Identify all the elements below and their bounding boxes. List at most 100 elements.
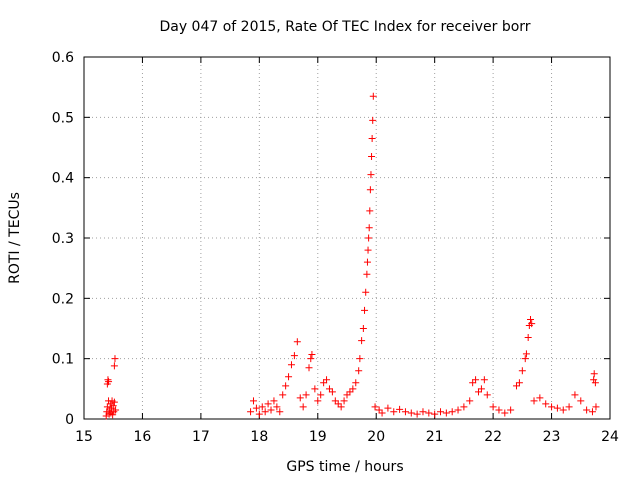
chart-title: Day 047 of 2015, Rate Of TEC Index for r… [159,19,530,35]
data-point [365,234,373,242]
data-point [110,408,118,416]
data-point [302,391,310,399]
data-point [448,408,456,416]
data-point [368,153,376,161]
y-tick-label: 0.2 [52,291,74,307]
data-point [106,406,114,414]
data-point [346,388,354,396]
data-point [325,385,333,393]
data-point [331,397,339,405]
data-point [483,391,491,399]
data-point [530,397,538,405]
y-tick-label: 0 [65,412,74,428]
x-tick-label: 16 [134,429,152,445]
axis-ticks: 15 16 17 18 19 20 21 22 23 24 0 0.1 0.2 0.3 0.4 0.5 0.6 [52,50,619,445]
data-point [107,409,115,417]
data-point [553,404,561,412]
data-point [110,398,118,406]
data-point [475,388,482,396]
data-point [413,410,421,418]
data-point [314,397,322,405]
y-axis-label: ROTI / TECUs [7,192,23,284]
y-tick-label: 0.3 [52,231,74,247]
data-point [396,405,404,413]
data-point [524,334,532,342]
data-point [279,391,287,399]
data-point [356,355,364,363]
data-point [518,367,526,375]
data-point [454,406,462,414]
data-point [367,171,375,179]
x-tick-label: 15 [75,429,93,445]
data-point [359,325,367,332]
data-point [311,385,319,393]
data-point [390,408,398,416]
data-point [305,364,313,372]
data-point [334,400,342,408]
data-point [378,409,386,417]
data-point [285,373,293,381]
data-point [261,408,269,416]
data-point [419,408,427,416]
plot-frame [83,56,611,420]
data-point [542,400,550,408]
data-point [328,388,336,396]
data-point [384,404,392,412]
data-point [371,403,379,411]
data-point [105,410,113,418]
data-point [102,412,110,420]
data-point [112,406,120,414]
data-point [270,397,278,405]
data-point [466,397,474,405]
data-point [369,92,377,100]
data-point [308,350,316,358]
data-point [366,186,374,194]
data-point [495,406,503,414]
y-tick-label: 0.1 [52,352,74,368]
data-point [349,385,357,393]
data-point [368,134,376,142]
data-point [477,385,485,393]
data-point [255,410,263,418]
data-point [247,408,255,416]
x-tick-label: 20 [367,429,385,445]
data-point [299,403,307,411]
data-point [343,391,351,399]
data-point [109,402,117,410]
data-point [273,403,281,411]
data-point [276,408,284,416]
x-tick-label: 17 [192,429,210,445]
data-point [104,376,112,384]
data-points [102,92,600,420]
data-point [111,355,119,363]
data-point [527,315,535,323]
data-point [296,394,304,402]
grid [84,57,610,419]
data-point [548,403,556,411]
data-point [258,403,266,411]
data-point [287,361,295,369]
data-point [363,258,371,266]
x-tick-label: 23 [543,429,561,445]
data-point [431,410,439,418]
data-point [590,376,598,384]
data-point [340,397,348,405]
y-tick-label: 0.5 [52,110,74,126]
data-point [480,376,488,384]
x-tick-label: 21 [426,429,444,445]
x-tick-label: 18 [250,429,268,445]
y-tick-label: 0.4 [52,171,74,187]
data-point [489,403,497,411]
data-point [437,408,445,416]
data-point [264,400,272,408]
data-point [252,404,260,412]
data-point [282,382,290,390]
data-point [267,406,275,414]
data-point [588,408,596,416]
data-point [507,406,515,414]
data-point [320,379,328,387]
y-tick-label: 0.6 [52,50,74,66]
data-point [512,382,520,390]
data-point [528,320,536,328]
data-point [369,116,377,124]
